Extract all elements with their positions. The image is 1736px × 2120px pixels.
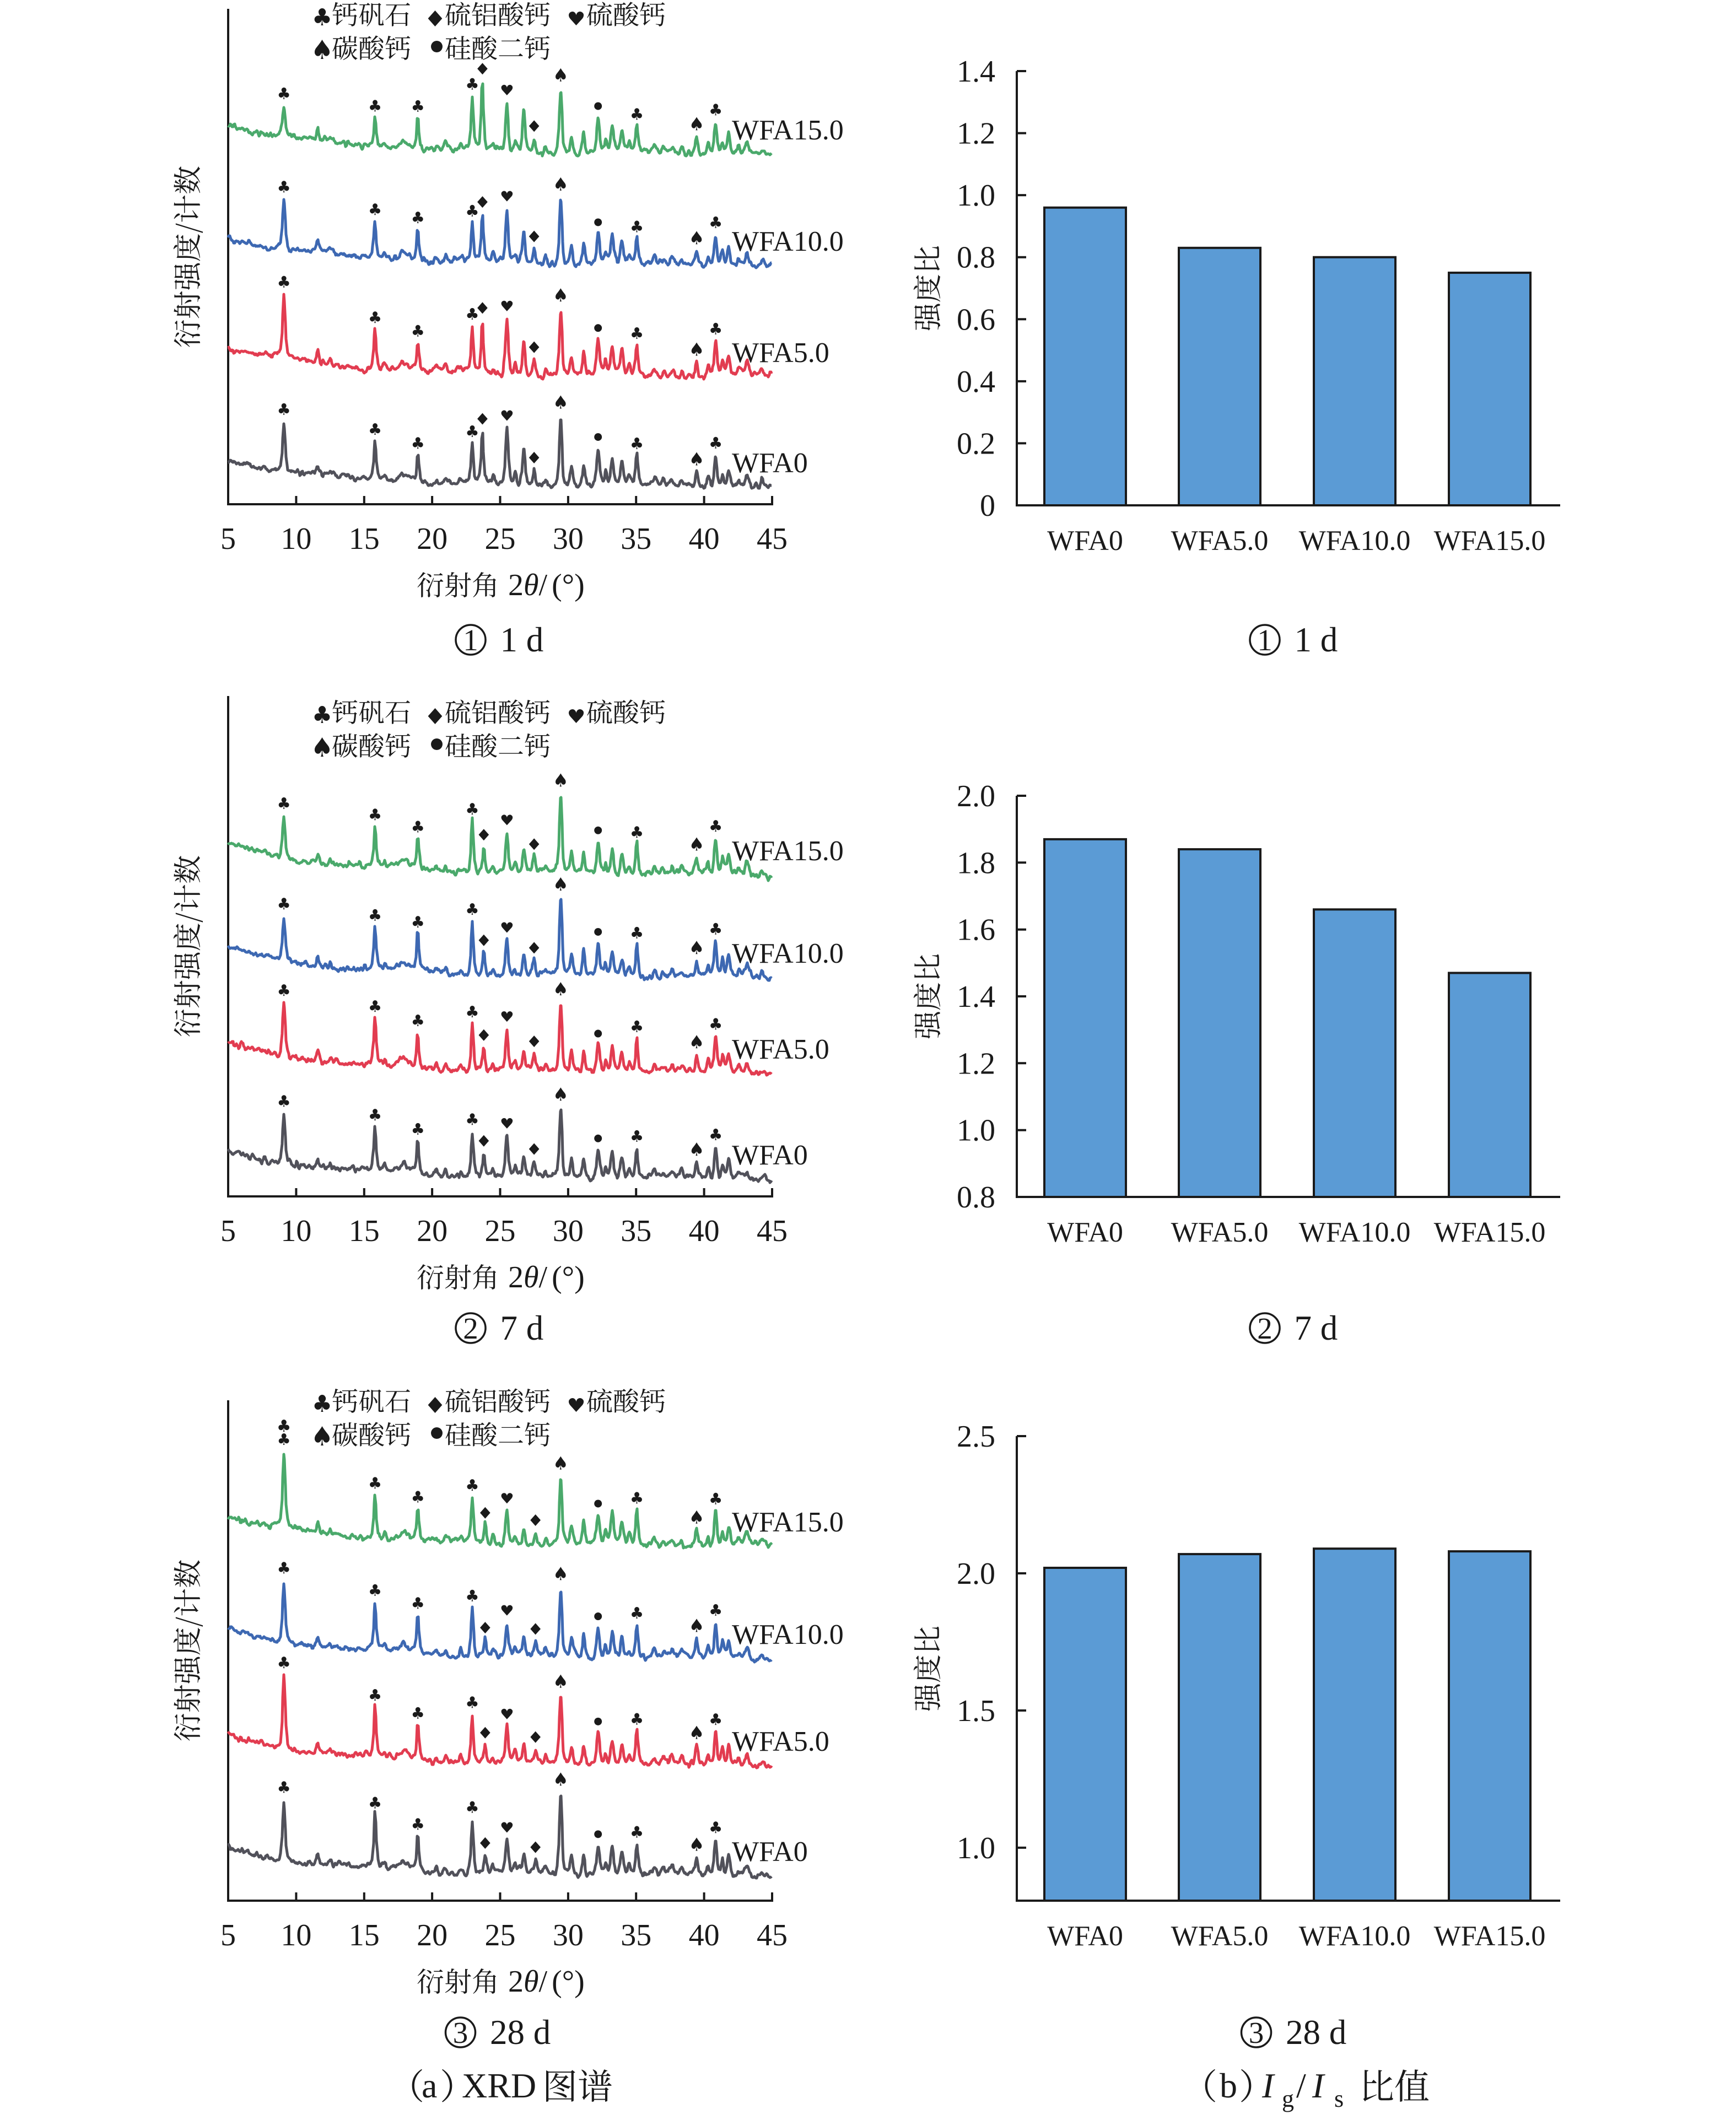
svg-text:WFA15.0: WFA15.0 xyxy=(732,115,844,146)
svg-text:45: 45 xyxy=(757,1214,788,1248)
svg-text:5: 5 xyxy=(220,1214,236,1248)
svg-text:2: 2 xyxy=(1257,1312,1273,1345)
svg-text:g: g xyxy=(1282,2085,1294,2112)
svg-text:a: a xyxy=(422,2066,437,2105)
svg-text:WFA15.0: WFA15.0 xyxy=(1434,1217,1546,1248)
svg-text:1 d: 1 d xyxy=(1295,621,1338,659)
svg-text:WFA5.0: WFA5.0 xyxy=(732,337,829,369)
svg-text:5: 5 xyxy=(220,522,236,556)
svg-text:0.2: 0.2 xyxy=(957,427,995,461)
svg-text:3: 3 xyxy=(453,2016,468,2049)
svg-text:2.0: 2.0 xyxy=(957,779,995,813)
svg-text:2.0: 2.0 xyxy=(957,1557,995,1591)
svg-text:30: 30 xyxy=(553,522,584,556)
svg-text:7 d: 7 d xyxy=(1295,1309,1338,1347)
svg-text:1.6: 1.6 xyxy=(957,913,995,947)
svg-text:2.5: 2.5 xyxy=(957,1420,995,1454)
svg-text:1: 1 xyxy=(463,623,478,657)
svg-text:40: 40 xyxy=(689,1918,720,1952)
svg-text:WFA15.0: WFA15.0 xyxy=(732,1507,844,1538)
svg-text:1.8: 1.8 xyxy=(957,846,995,880)
svg-text:WFA10.0: WFA10.0 xyxy=(1299,1217,1411,1248)
svg-text:WFA0: WFA0 xyxy=(732,1140,808,1171)
svg-text:0: 0 xyxy=(980,489,995,523)
svg-text:I: I xyxy=(1261,2066,1275,2105)
svg-text:WFA15.0: WFA15.0 xyxy=(1434,525,1546,557)
svg-text:10: 10 xyxy=(281,522,311,556)
svg-text:35: 35 xyxy=(621,1214,651,1248)
svg-text:1.2: 1.2 xyxy=(957,117,995,151)
svg-text:1.0: 1.0 xyxy=(957,1114,995,1148)
svg-text:20: 20 xyxy=(417,1918,448,1952)
svg-text:WFA0: WFA0 xyxy=(1047,1217,1123,1248)
svg-text:25: 25 xyxy=(485,1918,516,1952)
svg-text:30: 30 xyxy=(553,1214,584,1248)
svg-text:WFA10.0: WFA10.0 xyxy=(732,938,844,969)
svg-text:WFA0: WFA0 xyxy=(732,447,808,479)
svg-text:10: 10 xyxy=(281,1214,311,1248)
svg-text:XRD: XRD xyxy=(462,2066,536,2105)
svg-text:1 d: 1 d xyxy=(500,621,544,659)
svg-text:2θ/(°): 2θ/(°) xyxy=(508,568,585,602)
svg-text:1.0: 1.0 xyxy=(957,179,995,213)
svg-text:45: 45 xyxy=(757,522,788,556)
svg-text:I: I xyxy=(1312,2066,1325,2105)
svg-text:5: 5 xyxy=(220,1918,236,1952)
svg-text:WFA10.0: WFA10.0 xyxy=(732,226,844,257)
svg-text:7 d: 7 d xyxy=(500,1309,544,1347)
svg-text:30: 30 xyxy=(553,1918,584,1952)
svg-text:10: 10 xyxy=(281,1918,311,1952)
svg-text:s: s xyxy=(1334,2085,1344,2112)
svg-text:20: 20 xyxy=(417,522,448,556)
svg-text:15: 15 xyxy=(349,1918,380,1952)
svg-text:1.0: 1.0 xyxy=(957,1831,995,1865)
svg-text:25: 25 xyxy=(485,522,516,556)
svg-text:0.8: 0.8 xyxy=(957,241,995,275)
svg-text:WFA5.0: WFA5.0 xyxy=(1171,1217,1269,1248)
svg-text:WFA0: WFA0 xyxy=(1047,1921,1123,1952)
svg-text:WFA0: WFA0 xyxy=(732,1836,808,1868)
svg-text:28 d: 28 d xyxy=(490,2013,551,2052)
svg-text:40: 40 xyxy=(689,1214,720,1248)
svg-text:WFA5.0: WFA5.0 xyxy=(1171,1921,1269,1952)
svg-text:0.6: 0.6 xyxy=(957,303,995,337)
svg-text:25: 25 xyxy=(485,1214,516,1248)
svg-text:WFA15.0: WFA15.0 xyxy=(1434,1921,1546,1952)
svg-text:40: 40 xyxy=(689,522,720,556)
svg-text:35: 35 xyxy=(621,522,651,556)
svg-text:1.5: 1.5 xyxy=(957,1694,995,1728)
svg-text:WFA10.0: WFA10.0 xyxy=(732,1619,844,1650)
svg-text:WFA15.0: WFA15.0 xyxy=(732,835,844,867)
svg-text:45: 45 xyxy=(757,1918,788,1952)
svg-text:2: 2 xyxy=(463,1312,478,1345)
svg-text:0.8: 0.8 xyxy=(957,1180,995,1215)
svg-text:35: 35 xyxy=(621,1918,651,1952)
svg-text:2θ/(°): 2θ/(°) xyxy=(508,1965,585,1999)
svg-text:WFA0: WFA0 xyxy=(1047,525,1123,557)
svg-text:28 d: 28 d xyxy=(1286,2013,1346,2052)
svg-text:15: 15 xyxy=(349,1214,380,1248)
svg-text:WFA5.0: WFA5.0 xyxy=(732,1726,829,1757)
svg-text:b: b xyxy=(1220,2066,1237,2105)
svg-text:WFA5.0: WFA5.0 xyxy=(1171,525,1269,557)
svg-text:20: 20 xyxy=(417,1214,448,1248)
svg-text:1.4: 1.4 xyxy=(957,55,995,89)
svg-text:WFA5.0: WFA5.0 xyxy=(732,1034,829,1065)
svg-text:3: 3 xyxy=(1249,2016,1264,2049)
svg-text:1: 1 xyxy=(1257,623,1273,657)
svg-text:1.4: 1.4 xyxy=(957,980,995,1014)
svg-text:15: 15 xyxy=(349,522,380,556)
svg-text:1.2: 1.2 xyxy=(957,1046,995,1081)
svg-text:WFA10.0: WFA10.0 xyxy=(1299,1921,1411,1952)
svg-text:2θ/(°): 2θ/(°) xyxy=(508,1260,585,1294)
svg-text:WFA10.0: WFA10.0 xyxy=(1299,525,1411,557)
svg-text:0.4: 0.4 xyxy=(957,365,995,399)
svg-text:/: / xyxy=(1296,2066,1306,2105)
